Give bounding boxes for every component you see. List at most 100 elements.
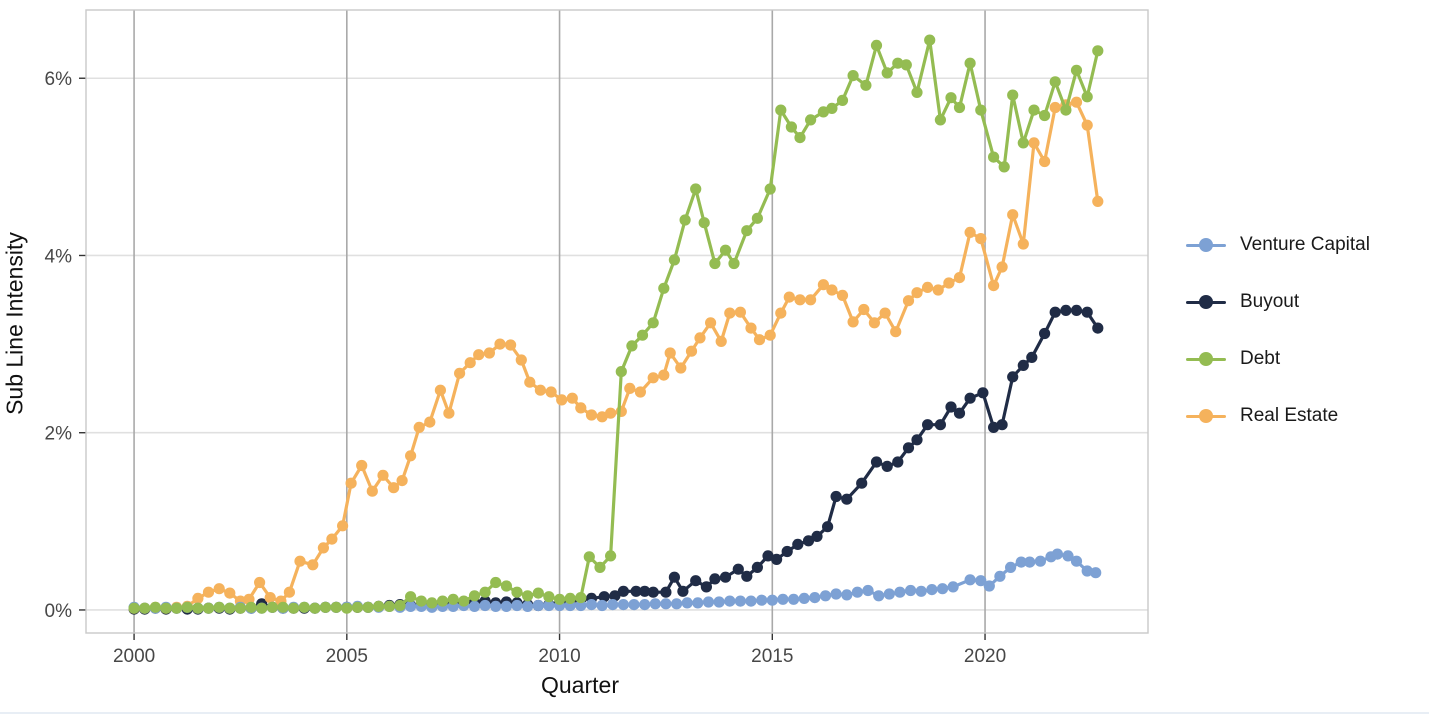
data-point-buyout: [1026, 351, 1038, 363]
data-point-debt: [266, 601, 278, 613]
data-point-venture_capital: [915, 585, 927, 597]
data-point-real_estate: [890, 326, 902, 338]
data-point-debt: [924, 34, 936, 46]
x-tick-label: 2015: [751, 646, 793, 667]
data-point-real_estate: [745, 322, 757, 334]
data-point-buyout: [811, 530, 823, 543]
data-point-debt: [181, 601, 193, 613]
data-point-buyout: [630, 585, 642, 597]
data-point-buyout: [647, 586, 659, 598]
data-point-debt: [836, 94, 849, 106]
data-point-real_estate: [605, 407, 617, 419]
data-point-venture_capital: [766, 594, 778, 606]
data-point-buyout: [709, 573, 721, 585]
legend-item-real_estate: Real Estate: [1186, 403, 1426, 429]
data-point-debt: [860, 79, 872, 91]
data-point-debt: [751, 212, 764, 224]
series-line-real_estate: [132, 100, 1100, 610]
data-point-venture_capital: [532, 599, 544, 612]
data-point-buyout: [1092, 322, 1104, 334]
data-point-real_estate: [464, 357, 476, 369]
data-point-buyout: [934, 419, 947, 431]
data-point-real_estate: [783, 291, 795, 303]
data-point-real_estate: [734, 306, 747, 318]
data-point-real_estate: [356, 459, 368, 472]
legend-label: Venture Capital: [1240, 234, 1370, 255]
data-point-debt: [341, 602, 353, 614]
data-point-real_estate: [377, 469, 389, 481]
data-point-buyout: [598, 591, 610, 603]
data-point-debt: [1007, 89, 1019, 101]
data-point-debt: [583, 551, 595, 563]
data-point-venture_capital: [1062, 550, 1074, 562]
legend-key-icon: [1186, 295, 1226, 309]
data-point-real_estate: [943, 277, 955, 289]
data-point-real_estate: [647, 372, 659, 384]
data-point-debt: [330, 601, 342, 613]
data-point-real_estate: [953, 272, 966, 284]
data-point-buyout: [881, 460, 893, 472]
data-point-debt: [394, 599, 406, 612]
data-point-buyout: [922, 419, 934, 431]
data-point-real_estate: [911, 287, 923, 299]
data-point-real_estate: [283, 586, 295, 598]
data-point-real_estate: [932, 284, 944, 296]
data-point-debt: [277, 601, 289, 613]
data-point-venture_capital: [1081, 565, 1093, 577]
data-point-venture_capital: [1051, 548, 1063, 560]
data-point-real_estate: [443, 407, 455, 419]
data-point-real_estate: [515, 354, 527, 366]
data-point-buyout: [1017, 359, 1029, 371]
data-point-real_estate: [724, 307, 736, 319]
legend-key-icon: [1186, 238, 1226, 252]
data-point-real_estate: [1039, 155, 1051, 168]
data-point-venture_capital: [649, 598, 661, 610]
data-point-debt: [647, 317, 659, 329]
data-point-buyout: [668, 571, 681, 583]
data-point-buyout: [781, 545, 793, 558]
data-point-debt: [605, 550, 617, 562]
data-point-debt: [764, 183, 776, 195]
data-point-venture_capital: [1090, 567, 1102, 579]
data-point-venture_capital: [681, 597, 693, 609]
data-point-debt: [139, 602, 151, 614]
data-point-venture_capital: [596, 599, 608, 612]
data-point-venture_capital: [607, 599, 619, 611]
data-point-debt: [468, 590, 481, 602]
legend-key-dot: [1199, 409, 1213, 423]
data-point-buyout: [771, 553, 783, 566]
data-point-real_estate: [424, 416, 436, 428]
data-point-venture_capital: [1070, 555, 1083, 567]
data-point-venture_capital: [926, 584, 938, 596]
data-point-debt: [964, 57, 976, 69]
data-point-debt: [615, 366, 627, 378]
legend-item-debt: Debt: [1186, 346, 1426, 372]
data-point-real_estate: [213, 583, 225, 595]
data-point-venture_capital: [522, 600, 534, 613]
data-point-buyout: [977, 387, 989, 399]
data-point-debt: [870, 39, 883, 52]
data-point-venture_capital: [756, 594, 768, 606]
data-point-real_estate: [317, 542, 329, 554]
data-point-real_estate: [337, 520, 349, 532]
data-point-debt: [490, 576, 502, 589]
data-point-debt: [805, 114, 817, 126]
data-point-debt: [1017, 137, 1029, 149]
data-point-buyout: [911, 434, 923, 446]
data-point-venture_capital: [585, 599, 598, 611]
data-point-real_estate: [294, 555, 306, 567]
data-point-buyout: [1060, 304, 1072, 316]
data-point-real_estate: [764, 329, 776, 341]
data-point-real_estate: [753, 334, 766, 346]
data-point-debt: [1070, 64, 1083, 76]
data-point-venture_capital: [575, 599, 587, 612]
data-point-buyout: [841, 493, 853, 505]
data-point-debt: [998, 161, 1010, 173]
data-point-real_estate: [694, 332, 706, 344]
data-point-venture_capital: [1024, 556, 1036, 568]
data-point-buyout: [1070, 304, 1083, 316]
data-point-real_estate: [658, 369, 670, 381]
data-point-real_estate: [405, 450, 417, 462]
